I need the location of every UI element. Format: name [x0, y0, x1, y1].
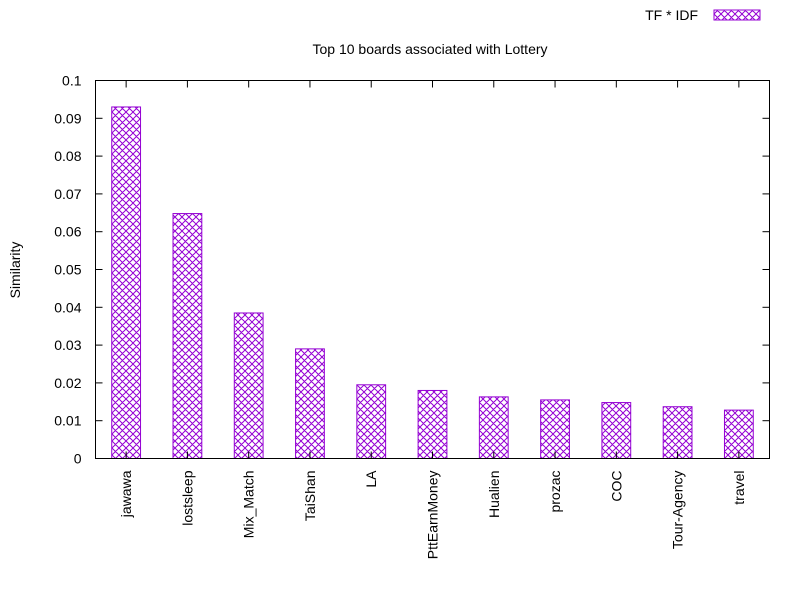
- x-tick-label: Hualien: [486, 471, 502, 518]
- bar-la: [356, 384, 387, 460]
- bar-lostsleep: [172, 213, 203, 459]
- y-tick-label: 0.08: [54, 148, 81, 164]
- legend-label: TF * IDF: [645, 7, 698, 23]
- chart-title: Top 10 boards associated with Lottery: [312, 41, 547, 57]
- y-tick-label: 0.07: [54, 186, 81, 202]
- y-tick-label: 0.06: [54, 224, 81, 240]
- y-tick-label: 0.1: [62, 73, 82, 89]
- legend-swatch: [713, 9, 761, 21]
- legend: TF * IDF: [645, 7, 761, 23]
- bar-tour-agency: [662, 406, 693, 459]
- x-tick-label: PttEarnMoney: [425, 471, 441, 560]
- x-tick-label: jawawa: [118, 470, 134, 518]
- bar-mix-match: [233, 312, 264, 459]
- bar-travel: [723, 409, 754, 459]
- bar-taishan: [295, 348, 325, 460]
- bar-coc: [601, 402, 632, 459]
- y-tick-label: 0.05: [54, 262, 81, 278]
- x-tick-label: travel: [731, 471, 747, 505]
- y-tick-label: 0.02: [54, 375, 81, 391]
- x-tick-label: Mix_Match: [241, 471, 257, 539]
- x-axis: jawawa lostsleep Mix_Match TaiShan LA PttEarn…: [118, 80, 747, 560]
- x-tick-label: TaiShan: [302, 471, 318, 522]
- bar-jawawa: [111, 106, 142, 460]
- y-axis-label: Similarity: [7, 242, 23, 299]
- x-tick-label: prozac: [547, 471, 563, 513]
- bar-hualien: [478, 396, 509, 459]
- x-tick-label: Tour-Agency: [670, 471, 686, 550]
- y-tick-label: 0: [74, 451, 82, 467]
- x-tick-label: lostsleep: [179, 470, 195, 525]
- y-tick-label: 0.09: [54, 110, 81, 126]
- y-tick-label: 0.01: [54, 413, 81, 429]
- x-tick-label: LA: [363, 470, 379, 488]
- x-tick-label: COC: [608, 471, 624, 502]
- y-axis: 0 0.01 0.02 0.03 0.04 0.05 0.06 0.07 0.08 0.09 0.1: [54, 73, 770, 467]
- bar-prozac: [540, 399, 570, 460]
- bar-pttearnmoney: [417, 389, 448, 459]
- bars-group: [111, 106, 754, 460]
- y-tick-label: 0.04: [54, 299, 81, 315]
- y-tick-label: 0.03: [54, 337, 81, 353]
